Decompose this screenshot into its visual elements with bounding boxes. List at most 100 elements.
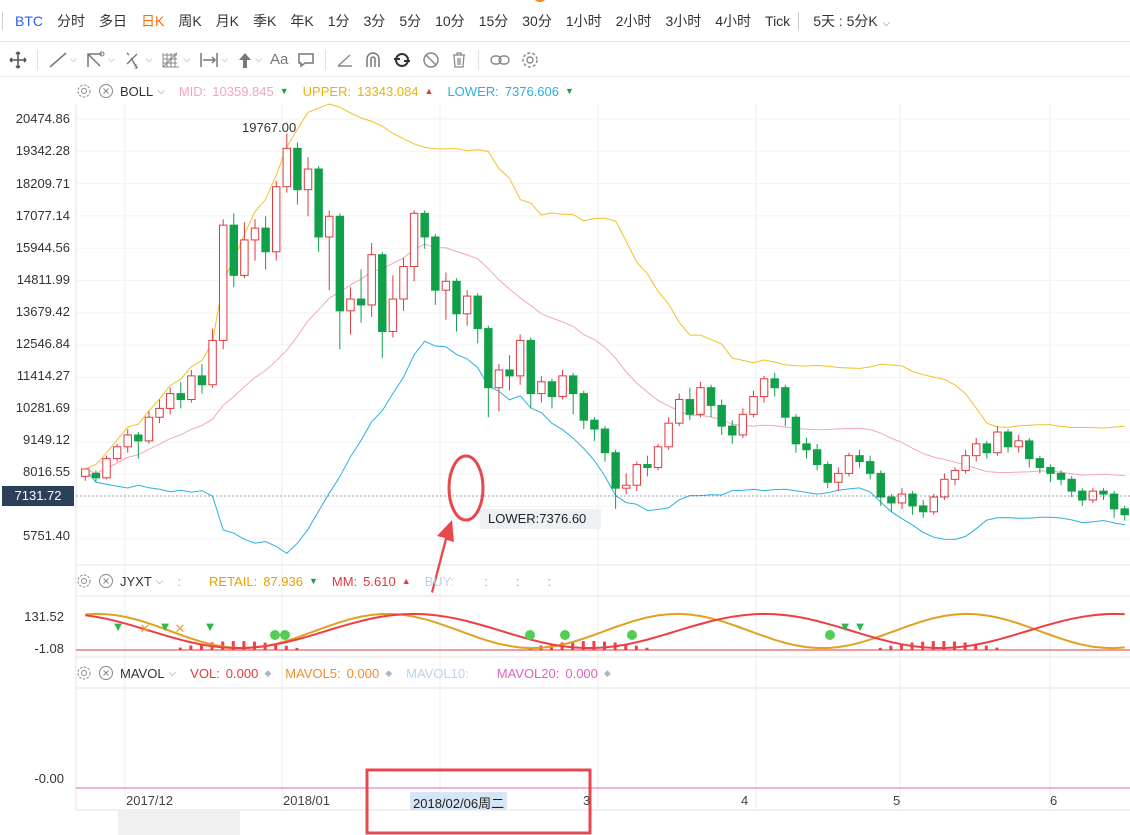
candle-body bbox=[972, 443, 981, 457]
period-yearly-k[interactable]: 年K bbox=[290, 12, 314, 29]
period-5min[interactable]: 5分 bbox=[399, 12, 422, 29]
period-4hour[interactable]: 4小时 bbox=[715, 12, 752, 29]
svg-text:5: 5 bbox=[134, 64, 138, 70]
multi-day-period-dropdown[interactable]: 5天 : 5分K ⌵ bbox=[807, 11, 898, 31]
candle-body bbox=[728, 425, 737, 436]
signal-dot bbox=[825, 630, 835, 640]
hide-drawings-tool[interactable] bbox=[417, 45, 445, 75]
symbol-label[interactable]: BTC bbox=[15, 12, 43, 29]
period-1hour[interactable]: 1小时 bbox=[565, 12, 602, 29]
close-icon[interactable] bbox=[98, 573, 114, 589]
candle-body bbox=[187, 375, 196, 401]
chevron-down-icon[interactable]: ⌵ bbox=[155, 575, 164, 587]
measure-icon: 5 bbox=[126, 52, 138, 70]
price-tick: 5751.40 bbox=[23, 528, 70, 543]
candle-body bbox=[123, 434, 132, 448]
boll-upper-value: 13343.084 bbox=[357, 83, 419, 99]
divider bbox=[37, 49, 38, 70]
candle-body bbox=[918, 505, 928, 513]
jyxt-bar bbox=[942, 641, 946, 650]
grid-tool[interactable]: ⌵ bbox=[156, 45, 194, 75]
down-triangle-icon: ▼ bbox=[308, 576, 318, 586]
sync-tool[interactable] bbox=[387, 45, 417, 75]
chevron-down-icon[interactable]: ⌵ bbox=[168, 667, 177, 679]
chevron-down-icon[interactable]: ⌵ bbox=[157, 85, 165, 97]
jyxt-bar bbox=[571, 641, 575, 650]
candle-body bbox=[865, 461, 875, 474]
candle-body bbox=[515, 339, 525, 377]
boll-lower-value: 7376.606 bbox=[504, 83, 559, 99]
candle-body bbox=[887, 496, 896, 504]
divider bbox=[325, 49, 327, 70]
period-weekly-k[interactable]: 周K bbox=[178, 12, 202, 29]
link-tool[interactable] bbox=[484, 45, 516, 75]
period-monthly-k[interactable]: 月K bbox=[215, 12, 240, 29]
candle-body bbox=[558, 375, 567, 398]
comment-tool[interactable] bbox=[292, 45, 320, 75]
jyxt-bar bbox=[189, 645, 193, 650]
candle-body bbox=[431, 236, 440, 291]
period-1min[interactable]: 1分 bbox=[327, 12, 350, 29]
gear-icon[interactable] bbox=[76, 83, 92, 99]
candle-body bbox=[282, 147, 292, 188]
price-tick: 19342.28 bbox=[15, 143, 70, 158]
date-range-tool[interactable]: ⌵ bbox=[194, 45, 232, 75]
crosshair-tool[interactable] bbox=[4, 45, 32, 75]
settings-tool[interactable] bbox=[516, 45, 544, 75]
candle-body bbox=[1099, 490, 1108, 495]
gear-icon bbox=[522, 51, 539, 68]
candle-body bbox=[462, 295, 472, 315]
fib-tool[interactable]: ⌵ bbox=[81, 45, 119, 75]
magnet-tool[interactable] bbox=[359, 45, 387, 75]
price-tick: 11414.27 bbox=[16, 368, 70, 383]
measure-tool[interactable]: 5 ⌵ bbox=[119, 45, 157, 75]
down-triangle-icon: ▼ bbox=[279, 86, 289, 96]
period-2hour[interactable]: 2小时 bbox=[615, 12, 652, 29]
candle-body bbox=[823, 464, 832, 483]
candle-body bbox=[622, 484, 631, 489]
candle-body bbox=[81, 468, 90, 477]
jyxt-bar bbox=[199, 643, 203, 650]
close-icon[interactable] bbox=[98, 83, 114, 99]
jyxt-retail-value: 87.936 bbox=[263, 573, 303, 589]
signal-dot bbox=[560, 630, 570, 640]
period-multiday[interactable]: 多日 bbox=[99, 12, 127, 29]
delete-drawings-tool[interactable] bbox=[445, 45, 473, 75]
fib-grid-icon bbox=[162, 52, 180, 67]
mavol-legend: MAVOL ⌵ VOL: 0.000 ◆ MAVOL5: 0.000 ◆ MAV… bbox=[76, 662, 625, 684]
jyxt-name: JYXT bbox=[120, 573, 152, 589]
period-15min[interactable]: 15分 bbox=[478, 12, 509, 29]
jyxt-colon: : bbox=[177, 573, 182, 589]
time-tick: 4 bbox=[741, 793, 749, 808]
period-30min[interactable]: 30分 bbox=[522, 12, 552, 29]
candle-body bbox=[1109, 493, 1119, 510]
jyxt-legend: JYXT ⌵ : RETAIL: 87.936 ▼ MM: 5.610 ▲ BU… bbox=[76, 570, 557, 592]
gear-icon[interactable] bbox=[76, 573, 92, 589]
gear-icon[interactable] bbox=[76, 665, 92, 681]
period-10min[interactable]: 10分 bbox=[435, 12, 465, 29]
trash-icon bbox=[453, 51, 466, 68]
candle-body bbox=[335, 215, 345, 312]
period-daily-k[interactable]: 日K bbox=[141, 12, 165, 29]
arrow-tool[interactable]: ⌵ bbox=[232, 45, 266, 75]
candle-body bbox=[378, 254, 387, 333]
period-quarterly-k[interactable]: 季K bbox=[253, 12, 277, 29]
jyxt-bar bbox=[178, 647, 182, 650]
close-icon[interactable] bbox=[98, 665, 114, 681]
trend-line-tool[interactable]: ⌵ bbox=[43, 45, 81, 75]
candle-body bbox=[91, 472, 101, 479]
current-price-tag: 7131.72 bbox=[2, 486, 74, 506]
jyxt-buy-label: BUY: bbox=[424, 573, 455, 589]
period-tick[interactable]: Tick bbox=[765, 12, 791, 29]
text-tool[interactable]: Aa bbox=[266, 45, 292, 75]
period-fenshi[interactable]: 分时 bbox=[57, 12, 85, 29]
angle-tool[interactable] bbox=[331, 45, 359, 75]
signal-marker: ✕ bbox=[140, 621, 151, 636]
price-tick: 14811.99 bbox=[16, 272, 70, 287]
boll-mid-label: MID: bbox=[178, 83, 207, 99]
period-3hour[interactable]: 3小时 bbox=[665, 12, 702, 29]
period-3min[interactable]: 3分 bbox=[363, 12, 386, 29]
diamond-icon: ◆ bbox=[603, 667, 611, 678]
date-range-icon bbox=[200, 52, 219, 67]
